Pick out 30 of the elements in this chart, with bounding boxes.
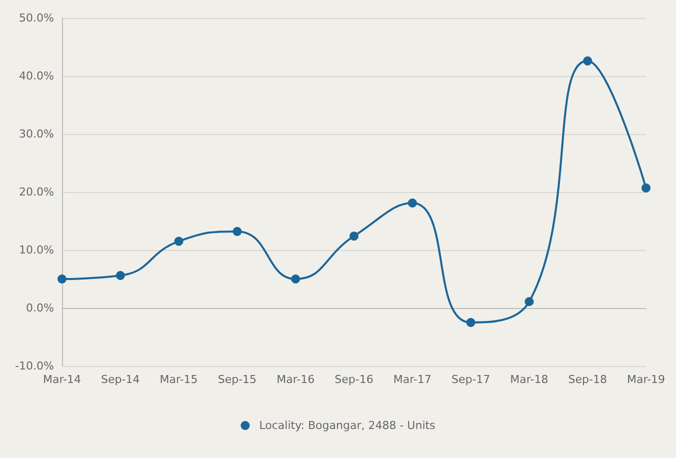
- y-tick-label: 50.0%: [19, 12, 54, 24]
- point: [350, 232, 358, 241]
- y-tick-label: 0.0%: [26, 302, 54, 314]
- point: [174, 236, 184, 246]
- y-tick-label: 10.0%: [19, 244, 54, 256]
- x-tick-label: Mar-14: [42, 373, 82, 386]
- legend-label: Locality: Bogangar, 2488 - Units: [259, 419, 436, 432]
- x-tick-label: Sep-16: [334, 373, 374, 386]
- x-tick-label: Mar-18: [510, 373, 548, 386]
- x-tick-label: Sep-17: [451, 373, 490, 386]
- point: [583, 56, 592, 66]
- x-tick-label: Sep-18: [568, 373, 607, 386]
- point: [642, 183, 650, 192]
- x-tick-label: Mar-16: [276, 373, 315, 386]
- y-tick-label: -10.0%: [15, 360, 54, 372]
- point: [116, 271, 125, 280]
- x-tick-label: Sep-14: [101, 373, 140, 386]
- x-tick-label: Sep-15: [218, 373, 257, 386]
- point: [524, 297, 534, 306]
- point: [466, 318, 476, 327]
- point: [291, 274, 300, 284]
- point: [58, 274, 66, 284]
- x-tick-label: Mar-19: [626, 373, 666, 386]
- x-tick-label: Mar-17: [393, 373, 432, 386]
- x-tick-label: Mar-15: [160, 373, 198, 386]
- y-tick-label: 30.0%: [19, 128, 54, 140]
- y-tick-label: 40.0%: [19, 70, 54, 82]
- point: [232, 226, 242, 236]
- y-tick-label: 20.0%: [19, 186, 54, 198]
- point: [408, 198, 417, 208]
